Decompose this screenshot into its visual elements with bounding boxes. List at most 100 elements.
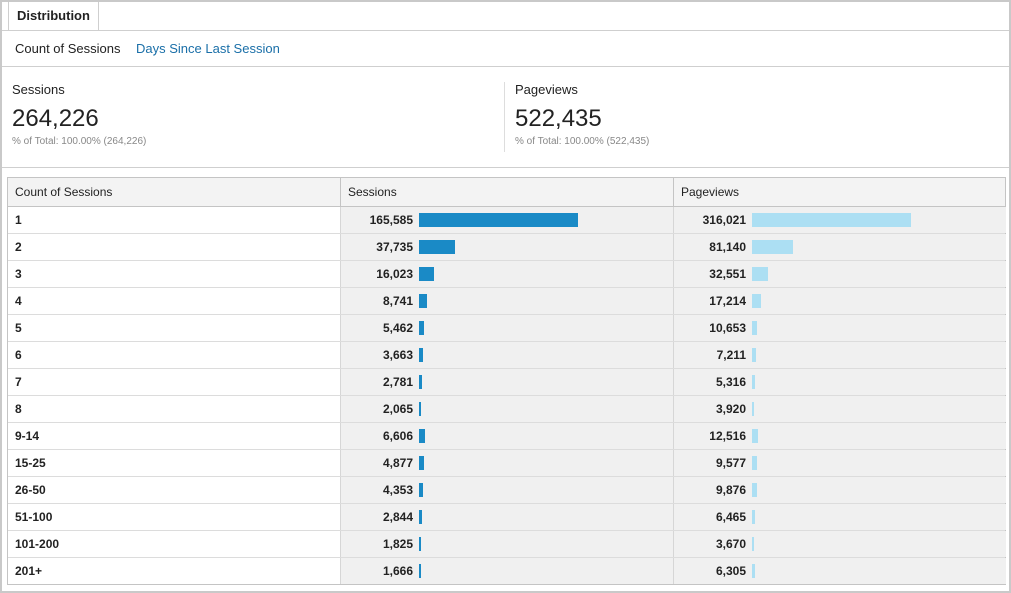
pageviews-bar	[752, 429, 758, 443]
pageviews-cell: 12,516	[673, 423, 1006, 449]
metrics-summary: Sessions 264,226 % of Total: 100.00% (26…	[2, 67, 1009, 168]
row-label: 9-14	[8, 423, 340, 449]
table-row: 9-14 6,606 12,516	[8, 423, 1006, 450]
pageviews-value: 17,214	[709, 294, 746, 308]
column-header-count-of-sessions[interactable]: Count of Sessions	[15, 185, 113, 199]
table-row: 5 5,462 10,653	[8, 315, 1006, 342]
subtab-count-of-sessions[interactable]: Count of Sessions	[15, 41, 121, 56]
sessions-bar	[419, 294, 427, 308]
subtab-bar: Count of Sessions Days Since Last Sessio…	[2, 31, 1009, 67]
pageviews-value: 3,670	[715, 537, 746, 551]
sessions-value: 1,825	[382, 537, 413, 551]
pageviews-cell: 81,140	[673, 234, 1006, 260]
sessions-cell: 1,666	[340, 558, 673, 584]
sessions-value: 6,606	[382, 429, 413, 443]
row-label: 7	[8, 369, 340, 395]
metric-percent-of-total: % of Total: 100.00% (522,435)	[515, 136, 650, 147]
row-label: 26-50	[8, 477, 340, 503]
table-row: 8 2,065 3,920	[8, 396, 1006, 423]
sessions-value: 5,462	[382, 321, 413, 335]
sessions-cell: 5,462	[340, 315, 673, 341]
sessions-value: 2,844	[382, 510, 413, 524]
pageviews-value: 5,316	[715, 375, 746, 389]
table-row: 26-50 4,353 9,876	[8, 477, 1006, 504]
sessions-cell: 6,606	[340, 423, 673, 449]
pageviews-bar	[752, 240, 793, 254]
metric-label: Pageviews	[515, 82, 578, 97]
distribution-table: Count of Sessions Sessions Pageviews 1 16…	[7, 177, 1006, 585]
pageviews-value: 9,876	[715, 483, 746, 497]
pageviews-cell: 9,876	[673, 477, 1006, 503]
sessions-bar	[419, 537, 421, 551]
row-label: 5	[8, 315, 340, 341]
row-label: 8	[8, 396, 340, 422]
column-header-sessions[interactable]: Sessions	[340, 178, 673, 206]
sessions-bar	[419, 213, 578, 227]
row-label: 6	[8, 342, 340, 368]
table-row: 51-100 2,844 6,465	[8, 504, 1006, 531]
sessions-bar	[419, 321, 424, 335]
pageviews-value: 3,920	[715, 402, 746, 416]
sessions-cell: 4,877	[340, 450, 673, 476]
subtab-days-since-last-session[interactable]: Days Since Last Session	[136, 41, 280, 56]
sessions-value: 165,585	[369, 213, 413, 227]
sessions-cell: 2,844	[340, 504, 673, 530]
pageviews-bar	[752, 213, 911, 227]
sessions-cell: 16,023	[340, 261, 673, 287]
table-row: 3 16,023 32,551	[8, 261, 1006, 288]
pageviews-value: 10,653	[709, 321, 746, 335]
pageviews-cell: 3,670	[673, 531, 1006, 557]
sessions-value: 2,065	[382, 402, 413, 416]
pageviews-bar	[752, 267, 768, 281]
pageviews-cell: 6,305	[673, 558, 1006, 584]
sessions-value: 8,741	[382, 294, 413, 308]
pageviews-cell: 3,920	[673, 396, 1006, 422]
sessions-bar	[419, 483, 423, 497]
tab-distribution[interactable]: Distribution	[8, 2, 99, 30]
sessions-bar	[419, 456, 424, 470]
pageviews-cell: 32,551	[673, 261, 1006, 287]
sessions-cell: 165,585	[340, 207, 673, 233]
sessions-value: 4,877	[382, 456, 413, 470]
pageviews-bar	[752, 456, 757, 470]
column-header-pageviews[interactable]: Pageviews	[673, 178, 1006, 206]
row-label: 51-100	[8, 504, 340, 530]
pageviews-cell: 7,211	[673, 342, 1006, 368]
metric-sessions: Sessions 264,226 % of Total: 100.00% (26…	[12, 67, 492, 167]
pageviews-bar	[752, 321, 757, 335]
table-body: 1 165,585 316,021 2 37,735 81,140 3 16,023 32,55…	[8, 207, 1006, 584]
table-row: 4 8,741 17,214	[8, 288, 1006, 315]
sessions-value: 3,663	[382, 348, 413, 362]
metric-value: 522,435	[515, 105, 602, 132]
metric-label: Sessions	[12, 82, 65, 97]
sessions-cell: 2,065	[340, 396, 673, 422]
pageviews-value: 6,465	[715, 510, 746, 524]
pageviews-cell: 10,653	[673, 315, 1006, 341]
sessions-cell: 2,781	[340, 369, 673, 395]
row-label: 2	[8, 234, 340, 260]
pageviews-value: 6,305	[715, 564, 746, 578]
pageviews-value: 32,551	[709, 267, 746, 281]
pageviews-cell: 5,316	[673, 369, 1006, 395]
pageviews-bar	[752, 483, 757, 497]
sessions-bar	[419, 240, 455, 254]
tab-bar: Distribution	[2, 2, 1009, 31]
metric-percent-of-total: % of Total: 100.00% (264,226)	[12, 136, 147, 147]
sessions-bar	[419, 429, 425, 443]
pageviews-value: 7,211	[716, 348, 746, 362]
row-label: 3	[8, 261, 340, 287]
pageviews-bar	[752, 564, 755, 578]
pageviews-bar	[752, 537, 754, 551]
row-label: 15-25	[8, 450, 340, 476]
row-label: 1	[8, 207, 340, 233]
sessions-value: 2,781	[382, 375, 413, 389]
pageviews-cell: 17,214	[673, 288, 1006, 314]
pageviews-bar	[752, 294, 761, 308]
sessions-bar	[419, 267, 434, 281]
pageviews-value: 9,577	[715, 456, 746, 470]
sessions-cell: 8,741	[340, 288, 673, 314]
sessions-cell: 3,663	[340, 342, 673, 368]
pageviews-bar	[752, 402, 754, 416]
row-label: 4	[8, 288, 340, 314]
pageviews-value: 316,021	[702, 213, 746, 227]
